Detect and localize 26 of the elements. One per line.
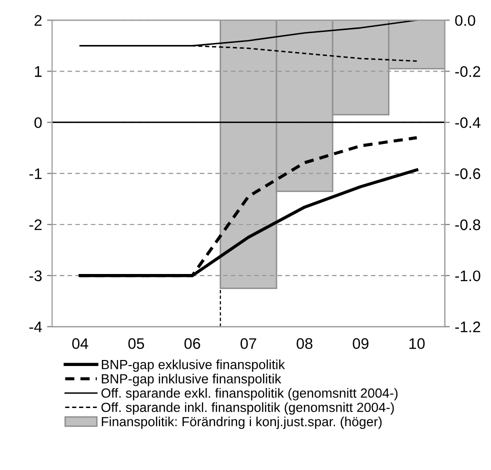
legend-label: BNP-gap inklusive finanspolitik	[102, 374, 282, 386]
x-tick-label: 05	[128, 338, 144, 349]
x-tick-label: 06	[184, 338, 200, 349]
x-tick-label: 10	[409, 338, 425, 349]
legend-label: Off. sparande exkl. finanspolitik (genomsnitt 2004-)	[101, 388, 398, 400]
y-tick-label: -4	[29, 322, 42, 332]
y2-tick-label: 0.0	[455, 15, 476, 26]
y-tick-label: -3	[29, 270, 42, 282]
y2-tick-label: -0.8	[455, 219, 480, 230]
y-tick-label: -1	[29, 168, 42, 179]
y-tick-label: 1	[34, 66, 42, 77]
legend-label: Finanspolitik: Förändring i konj.just.spar. (höger)	[102, 416, 382, 429]
x-tick-label: 09	[352, 338, 368, 349]
legend-label: BNP-gap exklusive finanspolitik	[102, 360, 285, 372]
x-tick-label: 07	[240, 338, 256, 349]
y-tick-label: 0	[34, 117, 42, 128]
x-tick-label: 04	[72, 338, 88, 349]
y2-tick-label: -0.4	[455, 117, 480, 128]
y2-tick-label: -0.2	[455, 66, 480, 77]
legend-label: Off. sparande inkl. finanspolitik (genomsnitt 2004-)	[101, 402, 394, 415]
y-tick-label: 2	[34, 15, 42, 26]
y2-tick-label: -0.6	[455, 168, 480, 180]
y2-tick-label: -1.2	[455, 322, 480, 332]
y-tick-label: -2	[29, 219, 42, 230]
y2-tick-label: -1.0	[455, 270, 480, 282]
x-tick-label: 08	[296, 338, 312, 349]
